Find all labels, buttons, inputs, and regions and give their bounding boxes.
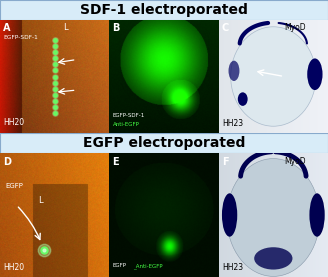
Text: MyoD: MyoD <box>284 23 306 32</box>
Text: HH20: HH20 <box>3 263 24 272</box>
Text: EGFP-SDF-1: EGFP-SDF-1 <box>3 35 38 40</box>
Ellipse shape <box>307 58 322 90</box>
Ellipse shape <box>231 27 316 126</box>
Text: HH23: HH23 <box>222 119 243 129</box>
Ellipse shape <box>254 247 293 270</box>
Text: MyoD: MyoD <box>284 157 306 166</box>
Text: A: A <box>3 23 11 34</box>
Text: SDF-1 electroporated: SDF-1 electroporated <box>80 3 248 17</box>
Text: _Anti-EGFP: _Anti-EGFP <box>133 263 163 269</box>
Text: EGFP: EGFP <box>113 263 127 268</box>
Ellipse shape <box>227 158 320 276</box>
Ellipse shape <box>222 193 237 237</box>
Text: F: F <box>222 157 229 167</box>
Text: EGFP: EGFP <box>6 183 23 189</box>
Text: E: E <box>113 157 119 167</box>
Ellipse shape <box>238 92 248 106</box>
Ellipse shape <box>229 61 239 81</box>
Text: HH23: HH23 <box>222 263 243 272</box>
Text: HH20: HH20 <box>3 118 24 127</box>
Text: L: L <box>63 23 68 32</box>
Ellipse shape <box>309 193 325 237</box>
Text: EGFP electroporated: EGFP electroporated <box>83 136 245 150</box>
Text: L: L <box>38 196 43 205</box>
Text: B: B <box>113 23 120 34</box>
Text: EGFP-SDF-1: EGFP-SDF-1 <box>113 113 145 118</box>
Text: D: D <box>3 157 11 167</box>
Text: Anti-EGFP: Anti-EGFP <box>113 122 139 127</box>
Text: C: C <box>222 23 229 34</box>
